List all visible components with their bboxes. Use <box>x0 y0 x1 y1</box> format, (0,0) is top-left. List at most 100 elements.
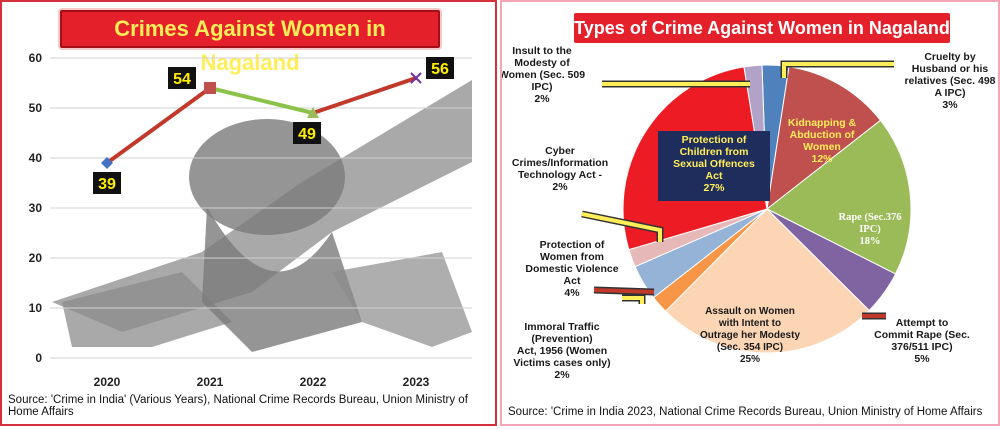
pie-label-line: Cyber <box>545 145 575 157</box>
x-axis: 2020 2021 2022 2023 <box>94 375 430 389</box>
pie-label-line: IPC) <box>859 224 881 235</box>
pie-label-line: (Prevention) <box>531 333 592 345</box>
pie-label-line: Act, 1956 (Women <box>517 345 607 357</box>
pie-label-line: Children from <box>680 146 749 158</box>
y-tick-label: 50 <box>29 101 43 115</box>
pie-label-line: 4% <box>564 287 580 299</box>
pie-slice <box>766 66 882 211</box>
series-segment <box>312 76 417 115</box>
line-chart-panel: Crimes Against Women in Nagaland 0 10 20 30… <box>0 0 497 426</box>
x-tick-label: 2022 <box>300 375 327 389</box>
pie-label-line: Crimes/Information <box>512 157 608 169</box>
y-tick-label: 10 <box>29 301 43 315</box>
callout-arrow <box>581 212 662 242</box>
grid-lines <box>50 57 472 359</box>
line-chart-source: Source: 'Crime in India' (Various Years)… <box>8 394 468 418</box>
pie-label-line: Victims cases only) <box>513 357 610 369</box>
data-label: 49 <box>293 122 321 144</box>
pie-label-line: Cruelty by <box>924 51 976 63</box>
data-point <box>101 157 113 169</box>
pie-label-line: relatives (Sec. 498 <box>904 75 995 87</box>
figure-head <box>189 119 345 235</box>
callout-arrows <box>581 60 894 320</box>
pie-label-line: (Sec. 354 IPC) <box>717 342 783 353</box>
data-label: 39 <box>93 172 121 194</box>
y-tick-label: 40 <box>29 151 43 165</box>
pie-slice <box>766 119 912 275</box>
line-chart: 0 10 20 30 40 50 60 2020 2021 2022 2023 39 54 49 56 <box>29 51 472 389</box>
pie-label-line: Abduction of <box>790 129 855 141</box>
series-line <box>101 72 422 169</box>
series-segment <box>209 86 314 115</box>
pie-label-line: Assault on Women <box>705 306 795 317</box>
pie-label-line: 2% <box>552 181 568 193</box>
y-axis: 0 10 20 30 40 50 60 <box>29 51 43 365</box>
data-label-box <box>93 172 121 194</box>
pie-chart-panel: Types of Crime Against Women in Nagaland… <box>500 0 1000 426</box>
x-tick-label: 2021 <box>197 375 224 389</box>
data-label-box <box>426 57 454 79</box>
pie-label-box <box>658 131 770 201</box>
data-label: 56 <box>426 57 454 79</box>
pie-label-line: Attempt to <box>896 317 949 329</box>
data-label-text: 49 <box>298 126 316 143</box>
pie-label-line: Husband or his <box>912 63 989 75</box>
pie-label-line: Protection of <box>540 239 605 251</box>
pie-label-line: 18% <box>860 236 881 247</box>
data-label-text: 56 <box>431 61 449 78</box>
callout-arrow <box>622 296 644 304</box>
arm-shape-lower <box>62 272 232 347</box>
pie-label-line: Sexual Offences <box>673 158 755 170</box>
pie-label-line: A IPC) <box>934 87 965 99</box>
pie-label-line: 27% <box>703 182 725 194</box>
pie-label-line: Act <box>564 275 581 287</box>
arm-shape-upper <box>52 80 472 332</box>
pie-label: Immoral Traffic(Prevention)Act, 1956 (Wo… <box>513 321 610 381</box>
data-point <box>410 72 422 84</box>
y-tick-label: 60 <box>29 51 43 65</box>
pie-label-line: Kidnapping & <box>788 117 857 129</box>
data-point <box>307 107 319 118</box>
pie-label-line: 2% <box>554 369 570 381</box>
hand-shape <box>332 252 472 347</box>
data-label-text: 39 <box>98 176 116 193</box>
y-tick-label: 20 <box>29 251 43 265</box>
pie-label-line: Women <box>803 141 841 153</box>
background-illustration <box>52 80 472 352</box>
pie-label-line: Protection of <box>682 134 747 146</box>
data-label: 54 <box>168 67 196 89</box>
pie-chart-title: Types of Crime Against Women in Nagaland <box>574 13 950 43</box>
pie-label-line: Modesty of <box>514 57 570 69</box>
line-chart-title: Crimes Against Women in Nagaland <box>60 10 440 75</box>
pie-label-line: Outrage her Modesty <box>700 330 800 341</box>
pie-label-line: 2% <box>534 93 550 105</box>
pie-label-line: 376/511 IPC) <box>891 341 952 353</box>
pie-label-line: Rape (Sec.376 <box>839 212 902 223</box>
pie-label-line: Women (Sec. 509 <box>502 69 585 81</box>
data-point <box>204 82 216 94</box>
pie-label-line: with Intent to <box>718 318 781 329</box>
pie-label-line: 25% <box>740 354 760 365</box>
pie-label-line: 12% <box>811 153 833 165</box>
pie-slice <box>664 208 870 354</box>
pie-label-line: Technology Act - <box>518 169 603 181</box>
data-label-box <box>168 67 196 89</box>
pie-label-line: 5% <box>914 353 930 365</box>
x-tick-label: 2020 <box>94 375 121 389</box>
pie-label-line: Act <box>706 170 723 182</box>
pie-label-line: Domestic Violence <box>525 263 618 275</box>
y-tick-label: 30 <box>29 201 43 215</box>
y-tick-label: 0 <box>35 351 42 365</box>
pie-label-line: 3% <box>942 99 958 111</box>
